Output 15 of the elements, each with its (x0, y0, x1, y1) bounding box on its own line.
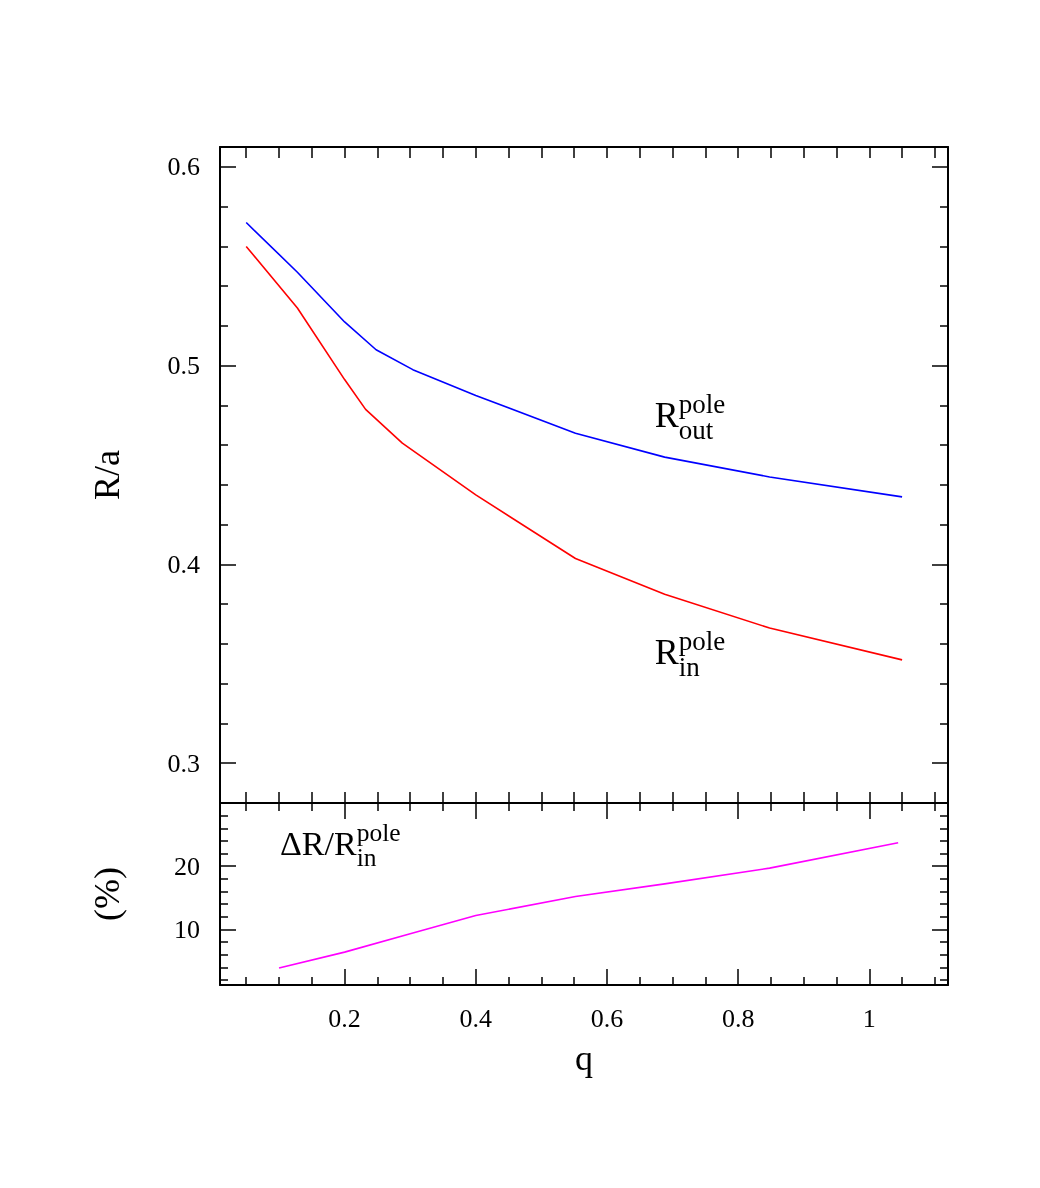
y-tick-label: 0.6 (167, 152, 200, 182)
y-axis-title: (%) (87, 867, 127, 921)
x-tick-label: 0.6 (590, 1003, 624, 1033)
y-tick-label: 0.3 (167, 748, 200, 778)
y-tick-label: 0.4 (167, 549, 200, 579)
x-tick-label: 0.4 (459, 1003, 493, 1033)
y-tick-label: 0.5 (167, 351, 200, 381)
y-axis-title: R/a (87, 449, 127, 500)
x-axis-title: q (575, 1038, 593, 1078)
y-tick-label: 10 (174, 914, 200, 944)
y-tick-label: 20 (174, 851, 200, 881)
x-tick-label: 0.8 (721, 1003, 755, 1033)
x-tick-label: 1 (862, 1003, 876, 1033)
line-series (245, 221, 903, 498)
x-tick-label: 0.2 (328, 1003, 361, 1033)
